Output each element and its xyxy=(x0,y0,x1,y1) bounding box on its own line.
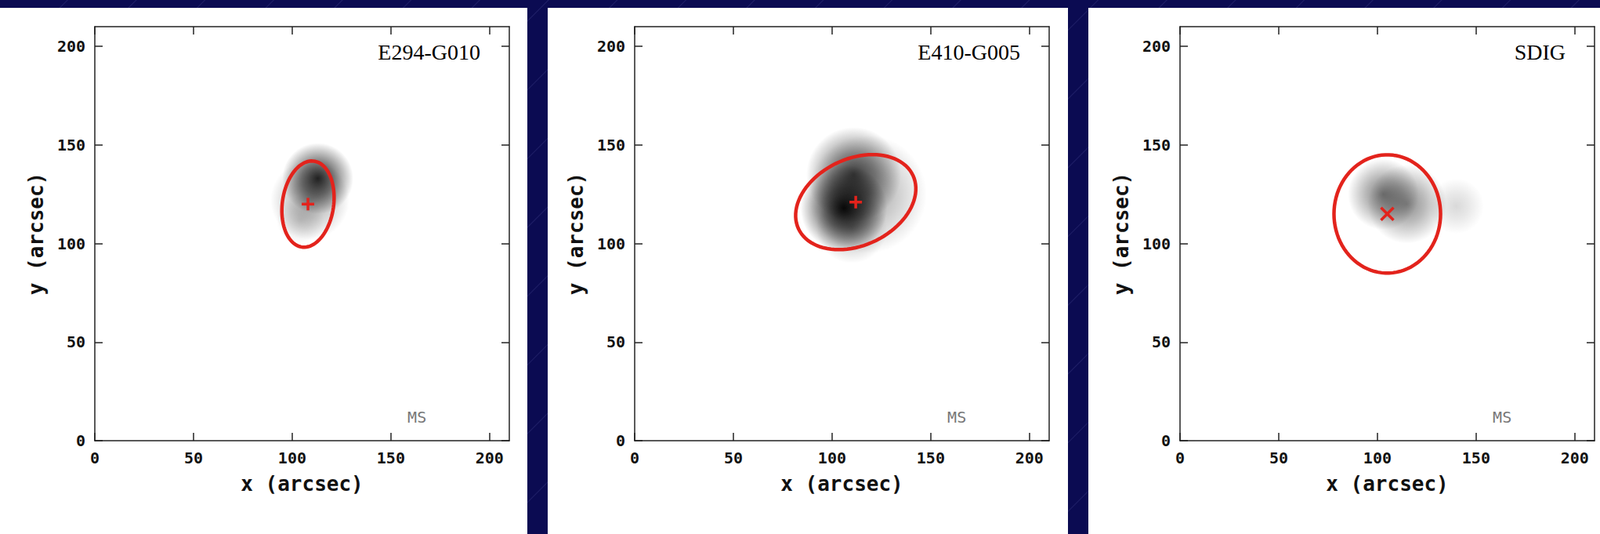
svg-text:y (arcsec): y (arcsec) xyxy=(1109,172,1134,296)
svg-text:50: 50 xyxy=(723,448,743,467)
svg-text:200: 200 xyxy=(1142,36,1171,56)
svg-text:y (arcsec): y (arcsec) xyxy=(564,172,588,296)
svg-text:0: 0 xyxy=(76,430,86,450)
svg-text:200: 200 xyxy=(1015,448,1044,467)
svg-text:0: 0 xyxy=(90,448,100,467)
svg-text:200: 200 xyxy=(57,36,86,56)
svg-text:0: 0 xyxy=(1161,430,1171,450)
svg-text:150: 150 xyxy=(57,135,86,155)
svg-text:150: 150 xyxy=(376,448,406,467)
svg-text:150: 150 xyxy=(1462,448,1491,467)
svg-text:E294-G010: E294-G010 xyxy=(377,39,481,65)
svg-text:200: 200 xyxy=(1560,448,1590,467)
svg-text:0: 0 xyxy=(615,430,626,450)
svg-text:50: 50 xyxy=(1269,448,1289,467)
svg-text:100: 100 xyxy=(57,234,86,254)
svg-text:x (arcsec): x (arcsec) xyxy=(240,471,364,496)
svg-text:50: 50 xyxy=(184,448,203,467)
svg-text:100: 100 xyxy=(278,448,307,467)
svg-text:x (arcsec): x (arcsec) xyxy=(1325,471,1449,496)
svg-text:200: 200 xyxy=(475,448,504,467)
svg-text:50: 50 xyxy=(66,332,86,352)
svg-text:100: 100 xyxy=(1142,234,1171,254)
svg-text:100: 100 xyxy=(818,448,847,467)
svg-text:200: 200 xyxy=(597,36,626,56)
svg-text:150: 150 xyxy=(597,135,626,155)
svg-text:y (arcsec): y (arcsec) xyxy=(24,172,48,296)
svg-text:100: 100 xyxy=(597,234,626,254)
svg-text:50: 50 xyxy=(606,332,626,352)
svg-text:50: 50 xyxy=(1151,332,1171,352)
svg-text:E410-G005: E410-G005 xyxy=(917,39,1021,65)
svg-text:x (arcsec): x (arcsec) xyxy=(780,471,904,496)
svg-text:150: 150 xyxy=(1142,135,1171,155)
svg-text:150: 150 xyxy=(916,448,945,467)
svg-text:MS: MS xyxy=(1492,407,1512,427)
svg-text:SDIG: SDIG xyxy=(1514,39,1566,65)
svg-text:100: 100 xyxy=(1363,448,1392,467)
svg-text:MS: MS xyxy=(407,407,427,427)
svg-text:MS: MS xyxy=(947,407,967,427)
svg-text:0: 0 xyxy=(1175,448,1185,467)
svg-text:0: 0 xyxy=(629,448,640,467)
